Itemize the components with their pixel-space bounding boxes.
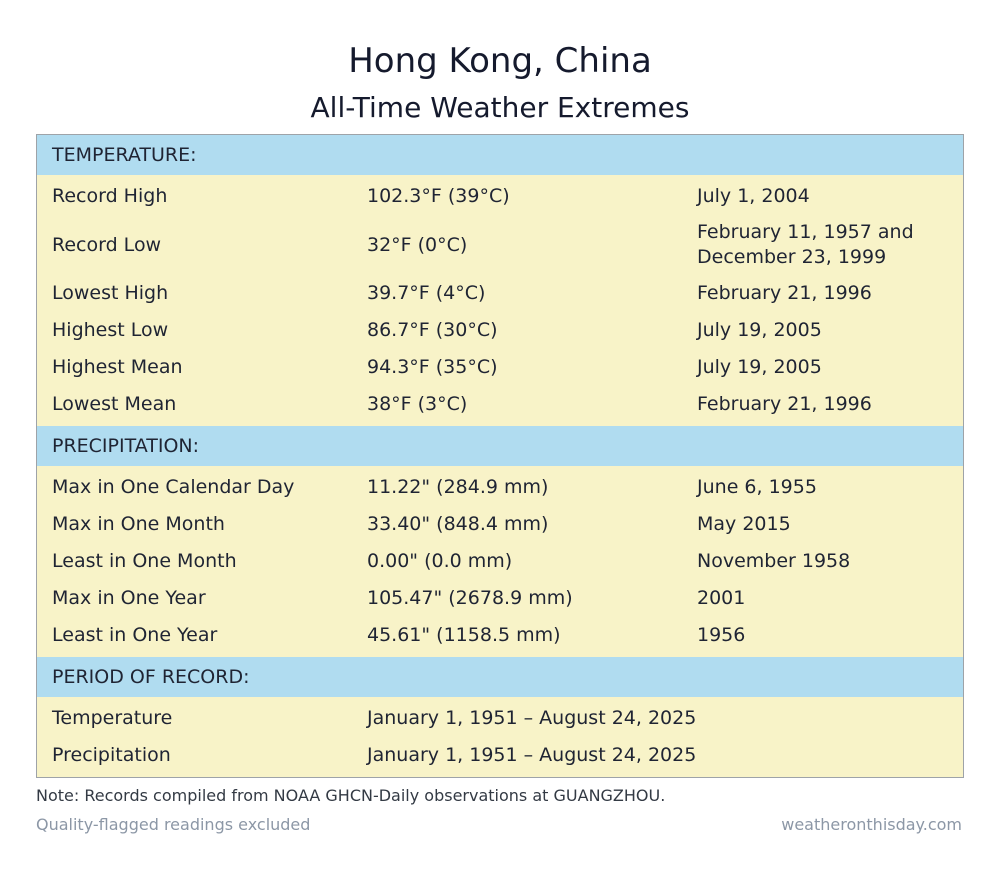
row-label: Record Low — [52, 233, 162, 256]
row-date: July 1, 2004 — [697, 185, 810, 207]
row-label: Lowest Mean — [52, 393, 177, 415]
table-row: Least in One Month 0.00" (0.0 mm) Novemb… — [37, 543, 963, 580]
table-row: Precipitation January 1, 1951 – August 2… — [37, 737, 963, 774]
row-label: Max in One Month — [52, 513, 225, 535]
period-section: Temperature January 1, 1951 – August 24,… — [37, 697, 963, 777]
row-label: Least in One Year — [52, 624, 218, 646]
table-row: Temperature January 1, 1951 – August 24,… — [37, 700, 963, 737]
row-date: February 11, 1957 and December 23, 1999 — [697, 221, 914, 268]
precipitation-section: Max in One Calendar Day 11.22" (284.9 mm… — [37, 466, 963, 657]
row-value: 102.3°F (39°C) — [367, 185, 510, 207]
row-label: Highest Low — [52, 319, 169, 341]
table-row: Max in One Year 105.47" (2678.9 mm) 2001 — [37, 580, 963, 617]
row-date: July 19, 2005 — [697, 356, 822, 378]
source-note: Note: Records compiled from NOAA GHCN-Da… — [36, 786, 666, 805]
row-date: November 1958 — [697, 550, 851, 572]
row-value: 11.22" (284.9 mm) — [367, 476, 549, 498]
precipitation-section-header: PRECIPITATION: — [37, 426, 963, 466]
row-label: Max in One Year — [52, 587, 206, 609]
row-date: July 19, 2005 — [697, 319, 822, 341]
row-date: February 21, 1996 — [697, 393, 872, 415]
row-label: Precipitation — [52, 744, 171, 766]
row-label: Record High — [52, 185, 168, 207]
quality-note: Quality-flagged readings excluded — [36, 815, 311, 834]
table-row: Max in One Calendar Day 11.22" (284.9 mm… — [37, 469, 963, 506]
row-value: 45.61" (1158.5 mm) — [367, 624, 561, 646]
row-value: 38°F (3°C) — [367, 393, 468, 415]
page-subtitle: All-Time Weather Extremes — [310, 91, 690, 124]
table-row: Record Low 32°F (0°C) February 11, 1957 … — [37, 215, 963, 275]
period-section-header: PERIOD OF RECORD: — [37, 657, 963, 697]
row-value: 94.3°F (35°C) — [367, 356, 498, 378]
page-title: Hong Kong, China — [348, 41, 652, 81]
table-row: Record High 102.3°F (39°C) July 1, 2004 — [37, 178, 963, 215]
table-row: Highest Mean 94.3°F (35°C) July 19, 2005 — [37, 349, 963, 386]
table-row: Highest Low 86.7°F (30°C) July 19, 2005 — [37, 312, 963, 349]
row-value: January 1, 1951 – August 24, 2025 — [367, 707, 697, 729]
row-label: Temperature — [52, 707, 173, 729]
row-value: 33.40" (848.4 mm) — [367, 513, 549, 535]
site-credit: weatheronthisday.com — [781, 815, 962, 834]
row-value: 105.47" (2678.9 mm) — [367, 587, 573, 609]
row-label: Lowest High — [52, 282, 169, 304]
row-label: Max in One Calendar Day — [52, 476, 295, 498]
row-label: Highest Mean — [52, 356, 183, 378]
extremes-table: TEMPERATURE: Record High 102.3°F (39°C) … — [36, 134, 964, 778]
temperature-section: Record High 102.3°F (39°C) July 1, 2004 … — [37, 175, 963, 426]
table-row: Max in One Month 33.40" (848.4 mm) May 2… — [37, 506, 963, 543]
row-value: 86.7°F (30°C) — [367, 319, 498, 341]
row-date: 1956 — [697, 624, 746, 646]
row-date: February 21, 1996 — [697, 282, 872, 304]
row-date: 2001 — [697, 587, 746, 609]
temperature-section-header: TEMPERATURE: — [37, 135, 963, 175]
table-row: Lowest High 39.7°F (4°C) February 21, 19… — [37, 275, 963, 312]
row-value: 39.7°F (4°C) — [367, 282, 486, 304]
row-value: 0.00" (0.0 mm) — [367, 550, 513, 572]
row-date: June 6, 1955 — [697, 476, 817, 498]
row-date: May 2015 — [697, 513, 791, 535]
row-label: Least in One Month — [52, 550, 237, 572]
row-value: 32°F (0°C) — [367, 233, 468, 256]
table-row: Least in One Year 45.61" (1158.5 mm) 195… — [37, 617, 963, 654]
table-row: Lowest Mean 38°F (3°C) February 21, 1996 — [37, 386, 963, 423]
row-value: January 1, 1951 – August 24, 2025 — [367, 744, 697, 766]
